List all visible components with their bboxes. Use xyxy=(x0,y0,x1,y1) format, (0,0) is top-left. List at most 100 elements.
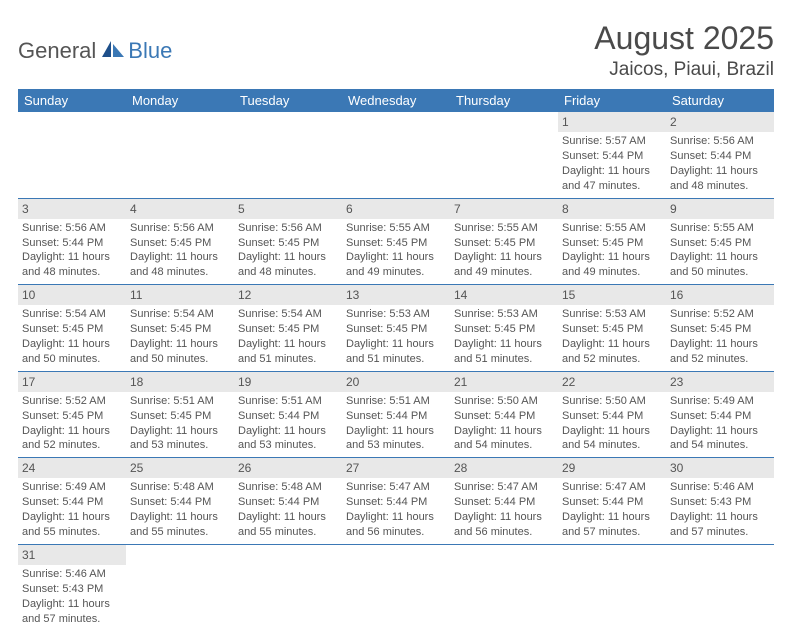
sunrise-text: Sunrise: 5:48 AM xyxy=(238,480,338,495)
day-number: 26 xyxy=(234,458,342,478)
daylight-text: Daylight: 11 hours xyxy=(670,164,770,179)
daylight-text-2: and 48 minutes. xyxy=(22,265,122,280)
calendar-day-cell xyxy=(450,544,558,630)
calendar-day-cell: 2Sunrise: 5:56 AMSunset: 5:44 PMDaylight… xyxy=(666,112,774,198)
sunrise-text: Sunrise: 5:56 AM xyxy=(22,221,122,236)
calendar-day-cell: 27Sunrise: 5:47 AMSunset: 5:44 PMDayligh… xyxy=(342,458,450,545)
day-details: Sunrise: 5:57 AMSunset: 5:44 PMDaylight:… xyxy=(558,132,666,197)
daylight-text-2: and 48 minutes. xyxy=(238,265,338,280)
weekday-header: Sunday xyxy=(18,89,126,112)
day-number: 28 xyxy=(450,458,558,478)
daylight-text: Daylight: 11 hours xyxy=(238,510,338,525)
sunset-text: Sunset: 5:45 PM xyxy=(562,236,662,251)
day-details: Sunrise: 5:56 AMSunset: 5:44 PMDaylight:… xyxy=(18,219,126,284)
calendar-day-cell: 1Sunrise: 5:57 AMSunset: 5:44 PMDaylight… xyxy=(558,112,666,198)
day-details: Sunrise: 5:50 AMSunset: 5:44 PMDaylight:… xyxy=(558,392,666,457)
calendar-day-cell: 16Sunrise: 5:52 AMSunset: 5:45 PMDayligh… xyxy=(666,285,774,372)
daylight-text-2: and 56 minutes. xyxy=(454,525,554,540)
daylight-text: Daylight: 11 hours xyxy=(22,250,122,265)
sunrise-text: Sunrise: 5:54 AM xyxy=(130,307,230,322)
daylight-text: Daylight: 11 hours xyxy=(562,510,662,525)
calendar-day-cell xyxy=(18,112,126,198)
sail-icon xyxy=(100,39,126,64)
daylight-text-2: and 57 minutes. xyxy=(22,612,122,627)
day-details: Sunrise: 5:55 AMSunset: 5:45 PMDaylight:… xyxy=(342,219,450,284)
daylight-text: Daylight: 11 hours xyxy=(454,510,554,525)
calendar-day-cell xyxy=(342,544,450,630)
title-block: August 2025 Jaicos, Piaui, Brazil xyxy=(594,20,774,81)
day-number xyxy=(666,545,774,565)
daylight-text: Daylight: 11 hours xyxy=(670,250,770,265)
day-number: 31 xyxy=(18,545,126,565)
sunrise-text: Sunrise: 5:53 AM xyxy=(454,307,554,322)
sunset-text: Sunset: 5:43 PM xyxy=(670,495,770,510)
day-details: Sunrise: 5:55 AMSunset: 5:45 PMDaylight:… xyxy=(450,219,558,284)
day-details: Sunrise: 5:47 AMSunset: 5:44 PMDaylight:… xyxy=(450,478,558,543)
day-number: 6 xyxy=(342,199,450,219)
daylight-text: Daylight: 11 hours xyxy=(670,337,770,352)
calendar-week-row: 10Sunrise: 5:54 AMSunset: 5:45 PMDayligh… xyxy=(18,285,774,372)
day-number: 15 xyxy=(558,285,666,305)
sunrise-text: Sunrise: 5:54 AM xyxy=(238,307,338,322)
calendar-day-cell xyxy=(450,112,558,198)
calendar-body: 1Sunrise: 5:57 AMSunset: 5:44 PMDaylight… xyxy=(18,112,774,630)
day-details: Sunrise: 5:46 AMSunset: 5:43 PMDaylight:… xyxy=(666,478,774,543)
day-number: 18 xyxy=(126,372,234,392)
day-details: Sunrise: 5:53 AMSunset: 5:45 PMDaylight:… xyxy=(450,305,558,370)
sunrise-text: Sunrise: 5:51 AM xyxy=(346,394,446,409)
day-number: 5 xyxy=(234,199,342,219)
calendar-day-cell: 28Sunrise: 5:47 AMSunset: 5:44 PMDayligh… xyxy=(450,458,558,545)
daylight-text-2: and 48 minutes. xyxy=(130,265,230,280)
sunrise-text: Sunrise: 5:46 AM xyxy=(670,480,770,495)
daylight-text-2: and 47 minutes. xyxy=(562,179,662,194)
sunrise-text: Sunrise: 5:53 AM xyxy=(346,307,446,322)
day-number xyxy=(558,545,666,565)
sunrise-text: Sunrise: 5:56 AM xyxy=(130,221,230,236)
day-details: Sunrise: 5:47 AMSunset: 5:44 PMDaylight:… xyxy=(558,478,666,543)
daylight-text: Daylight: 11 hours xyxy=(562,164,662,179)
calendar-day-cell: 18Sunrise: 5:51 AMSunset: 5:45 PMDayligh… xyxy=(126,371,234,458)
day-number: 10 xyxy=(18,285,126,305)
sunset-text: Sunset: 5:45 PM xyxy=(562,322,662,337)
sunrise-text: Sunrise: 5:50 AM xyxy=(562,394,662,409)
calendar-day-cell: 19Sunrise: 5:51 AMSunset: 5:44 PMDayligh… xyxy=(234,371,342,458)
calendar-day-cell: 30Sunrise: 5:46 AMSunset: 5:43 PMDayligh… xyxy=(666,458,774,545)
sunset-text: Sunset: 5:45 PM xyxy=(346,322,446,337)
calendar-day-cell xyxy=(342,112,450,198)
sunrise-text: Sunrise: 5:50 AM xyxy=(454,394,554,409)
daylight-text-2: and 56 minutes. xyxy=(346,525,446,540)
day-number xyxy=(342,545,450,565)
sunset-text: Sunset: 5:45 PM xyxy=(130,409,230,424)
daylight-text-2: and 57 minutes. xyxy=(670,525,770,540)
calendar-day-cell: 13Sunrise: 5:53 AMSunset: 5:45 PMDayligh… xyxy=(342,285,450,372)
sunset-text: Sunset: 5:44 PM xyxy=(130,495,230,510)
sunset-text: Sunset: 5:44 PM xyxy=(454,409,554,424)
day-number: 22 xyxy=(558,372,666,392)
daylight-text-2: and 52 minutes. xyxy=(22,438,122,453)
calendar-day-cell: 9Sunrise: 5:55 AMSunset: 5:45 PMDaylight… xyxy=(666,198,774,285)
sunset-text: Sunset: 5:45 PM xyxy=(130,236,230,251)
daylight-text: Daylight: 11 hours xyxy=(670,424,770,439)
daylight-text-2: and 55 minutes. xyxy=(238,525,338,540)
sunset-text: Sunset: 5:45 PM xyxy=(454,236,554,251)
daylight-text: Daylight: 11 hours xyxy=(238,250,338,265)
day-number xyxy=(450,112,558,132)
calendar-day-cell xyxy=(234,544,342,630)
daylight-text: Daylight: 11 hours xyxy=(346,510,446,525)
day-details: Sunrise: 5:55 AMSunset: 5:45 PMDaylight:… xyxy=(558,219,666,284)
calendar-week-row: 3Sunrise: 5:56 AMSunset: 5:44 PMDaylight… xyxy=(18,198,774,285)
daylight-text-2: and 49 minutes. xyxy=(454,265,554,280)
calendar-day-cell: 20Sunrise: 5:51 AMSunset: 5:44 PMDayligh… xyxy=(342,371,450,458)
day-number: 8 xyxy=(558,199,666,219)
sunset-text: Sunset: 5:44 PM xyxy=(670,149,770,164)
sunset-text: Sunset: 5:44 PM xyxy=(346,409,446,424)
daylight-text-2: and 55 minutes. xyxy=(22,525,122,540)
daylight-text: Daylight: 11 hours xyxy=(670,510,770,525)
calendar-day-cell: 11Sunrise: 5:54 AMSunset: 5:45 PMDayligh… xyxy=(126,285,234,372)
day-number: 17 xyxy=(18,372,126,392)
calendar-day-cell xyxy=(666,544,774,630)
day-number: 14 xyxy=(450,285,558,305)
sunset-text: Sunset: 5:45 PM xyxy=(670,322,770,337)
daylight-text: Daylight: 11 hours xyxy=(130,250,230,265)
day-details: Sunrise: 5:56 AMSunset: 5:45 PMDaylight:… xyxy=(234,219,342,284)
